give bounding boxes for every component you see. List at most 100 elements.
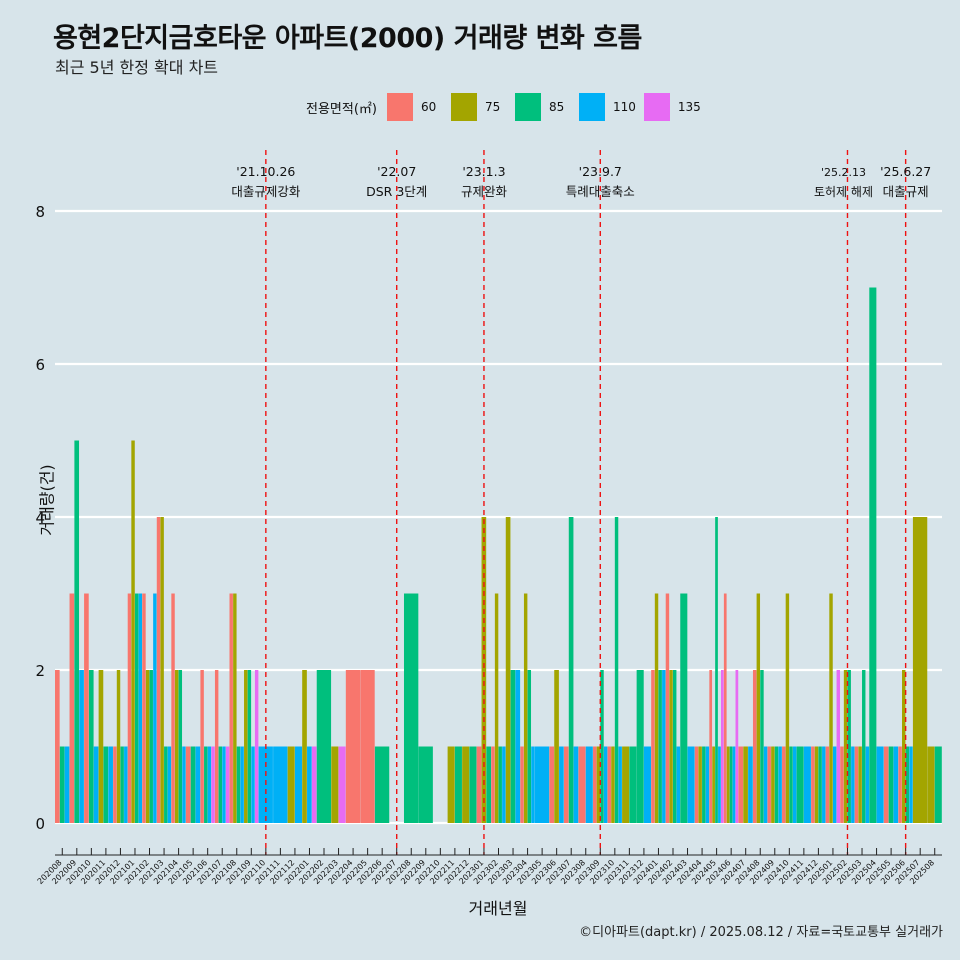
bar-85-202302 [498, 746, 502, 823]
bar-60-202406 [723, 593, 727, 823]
bar-75-202301 [481, 517, 487, 823]
bar-110-202402 [676, 746, 681, 823]
bar-75-202311 [622, 746, 630, 823]
bar-75-202402 [669, 670, 673, 823]
y-axis: 0 2 4 6 8 [35, 203, 45, 833]
bar-85-202012 [120, 746, 124, 823]
bar-60-202407 [738, 746, 744, 823]
bar-60-202309 [593, 746, 597, 823]
event-date-label: '21.10.26 [236, 164, 295, 179]
bar-60-202308 [578, 746, 586, 823]
bar-110-202401 [662, 670, 666, 823]
bar-135-202405 [720, 670, 724, 823]
y-tick-label: 8 [35, 203, 45, 221]
bar-75-202211 [447, 746, 455, 823]
legend-label-75: 75 [484, 100, 501, 114]
bar-75-202112 [287, 746, 295, 823]
bar-110-202409 [778, 746, 782, 823]
bar-85-202503 [862, 670, 866, 823]
bar-110-202504 [876, 746, 884, 823]
legend-swatch-75 [450, 93, 477, 121]
bar-110-202310 [618, 746, 622, 823]
bar-60-202502 [840, 746, 844, 823]
bar-85-202102 [149, 670, 153, 823]
bar-110-202406 [732, 746, 736, 823]
bar-60-202205 [360, 670, 375, 823]
bar-60-202412 [811, 746, 815, 823]
bar-60-202505 [883, 746, 889, 823]
bar-110-202308 [585, 746, 593, 823]
bar-75-202302 [494, 593, 499, 823]
bar-85-202008 [59, 746, 65, 823]
bar-75-202412 [814, 746, 819, 823]
bar-85-202211 [454, 746, 462, 823]
bar-85-202404 [702, 746, 706, 823]
bar-60-202503 [854, 746, 859, 823]
bar-110-202011 [108, 746, 113, 823]
bar-60-202401 [651, 670, 655, 823]
bar-110-202101 [138, 593, 143, 823]
bar-75-202501 [829, 593, 833, 823]
bar-110-202411 [803, 746, 811, 823]
bar-110-202303 [515, 670, 521, 823]
bar-85-202408 [760, 670, 764, 823]
bar-110-202106 [207, 746, 212, 823]
bar-135-202107 [225, 746, 230, 823]
event-text-label: DSR 3단계 [366, 184, 427, 199]
bar-85-202502 [847, 670, 851, 823]
bar-110-202502 [851, 746, 855, 823]
bar-85-202409 [774, 746, 779, 823]
bar-85-202106 [204, 746, 208, 823]
bar-110-202501 [832, 746, 837, 823]
legend-item-75: 75 [450, 93, 507, 121]
grid-lines [55, 209, 942, 825]
legend-swatch-135 [643, 93, 670, 121]
bar-75-202103 [160, 517, 164, 823]
bar-75-202310 [611, 746, 615, 823]
event-text-label: 토허제 해제 [814, 185, 873, 199]
bar-110-202404 [705, 746, 710, 823]
bar-60-202010 [84, 593, 89, 823]
bar-75-202109 [244, 670, 248, 823]
bar-135-202501 [836, 670, 841, 823]
bar-85-202212 [469, 746, 477, 823]
legend-item-110: 110 [578, 93, 636, 121]
bar-60-202306 [549, 746, 555, 823]
bar-85-202208 [403, 593, 419, 823]
bar-60-202506 [898, 746, 902, 823]
bar-85-202312 [636, 670, 644, 823]
x-axis: 2020082020092020102020112020122021012021… [36, 848, 942, 886]
bar-85-202403 [680, 593, 688, 823]
bar-85-202103 [164, 746, 168, 823]
bar-110-202412 [822, 746, 826, 823]
bar-85-202406 [729, 746, 733, 823]
bar-85-202202 [316, 670, 332, 823]
bar-60-202302 [491, 746, 495, 823]
legend-swatch-85 [514, 93, 541, 121]
bar-75-202108 [233, 593, 237, 823]
bar-75-202409 [771, 746, 775, 823]
bar-135-202201 [311, 746, 317, 823]
bar-60-202107 [214, 670, 219, 823]
bar-85-202410 [789, 746, 793, 823]
bar-110-202305 [534, 746, 550, 823]
bar-75-202303 [505, 517, 511, 823]
bar-135-202106 [211, 746, 215, 823]
bar-110-202102 [153, 593, 157, 823]
bar-85-202304 [527, 670, 532, 823]
bar-75-202306 [554, 670, 559, 823]
bar-60-202102 [142, 593, 146, 823]
legend-title: 전용면적(㎡) [306, 101, 377, 117]
bar-75-202212 [462, 746, 470, 823]
bar-85-202309 [600, 670, 604, 823]
legend-label-60: 60 [420, 100, 437, 114]
chart-subtitle: 최근 5년 한정 확대 차트 [55, 58, 219, 77]
bar-60-202501 [825, 746, 830, 823]
event-date-label: '23.1.3 [462, 164, 505, 179]
bar-60-202402 [665, 593, 670, 823]
bar-60-202404 [694, 746, 699, 823]
y-tick-label: 2 [35, 662, 45, 680]
bar-110-202201 [307, 746, 312, 823]
bar-75-202309 [596, 746, 601, 823]
bar-85-202104 [178, 670, 183, 823]
